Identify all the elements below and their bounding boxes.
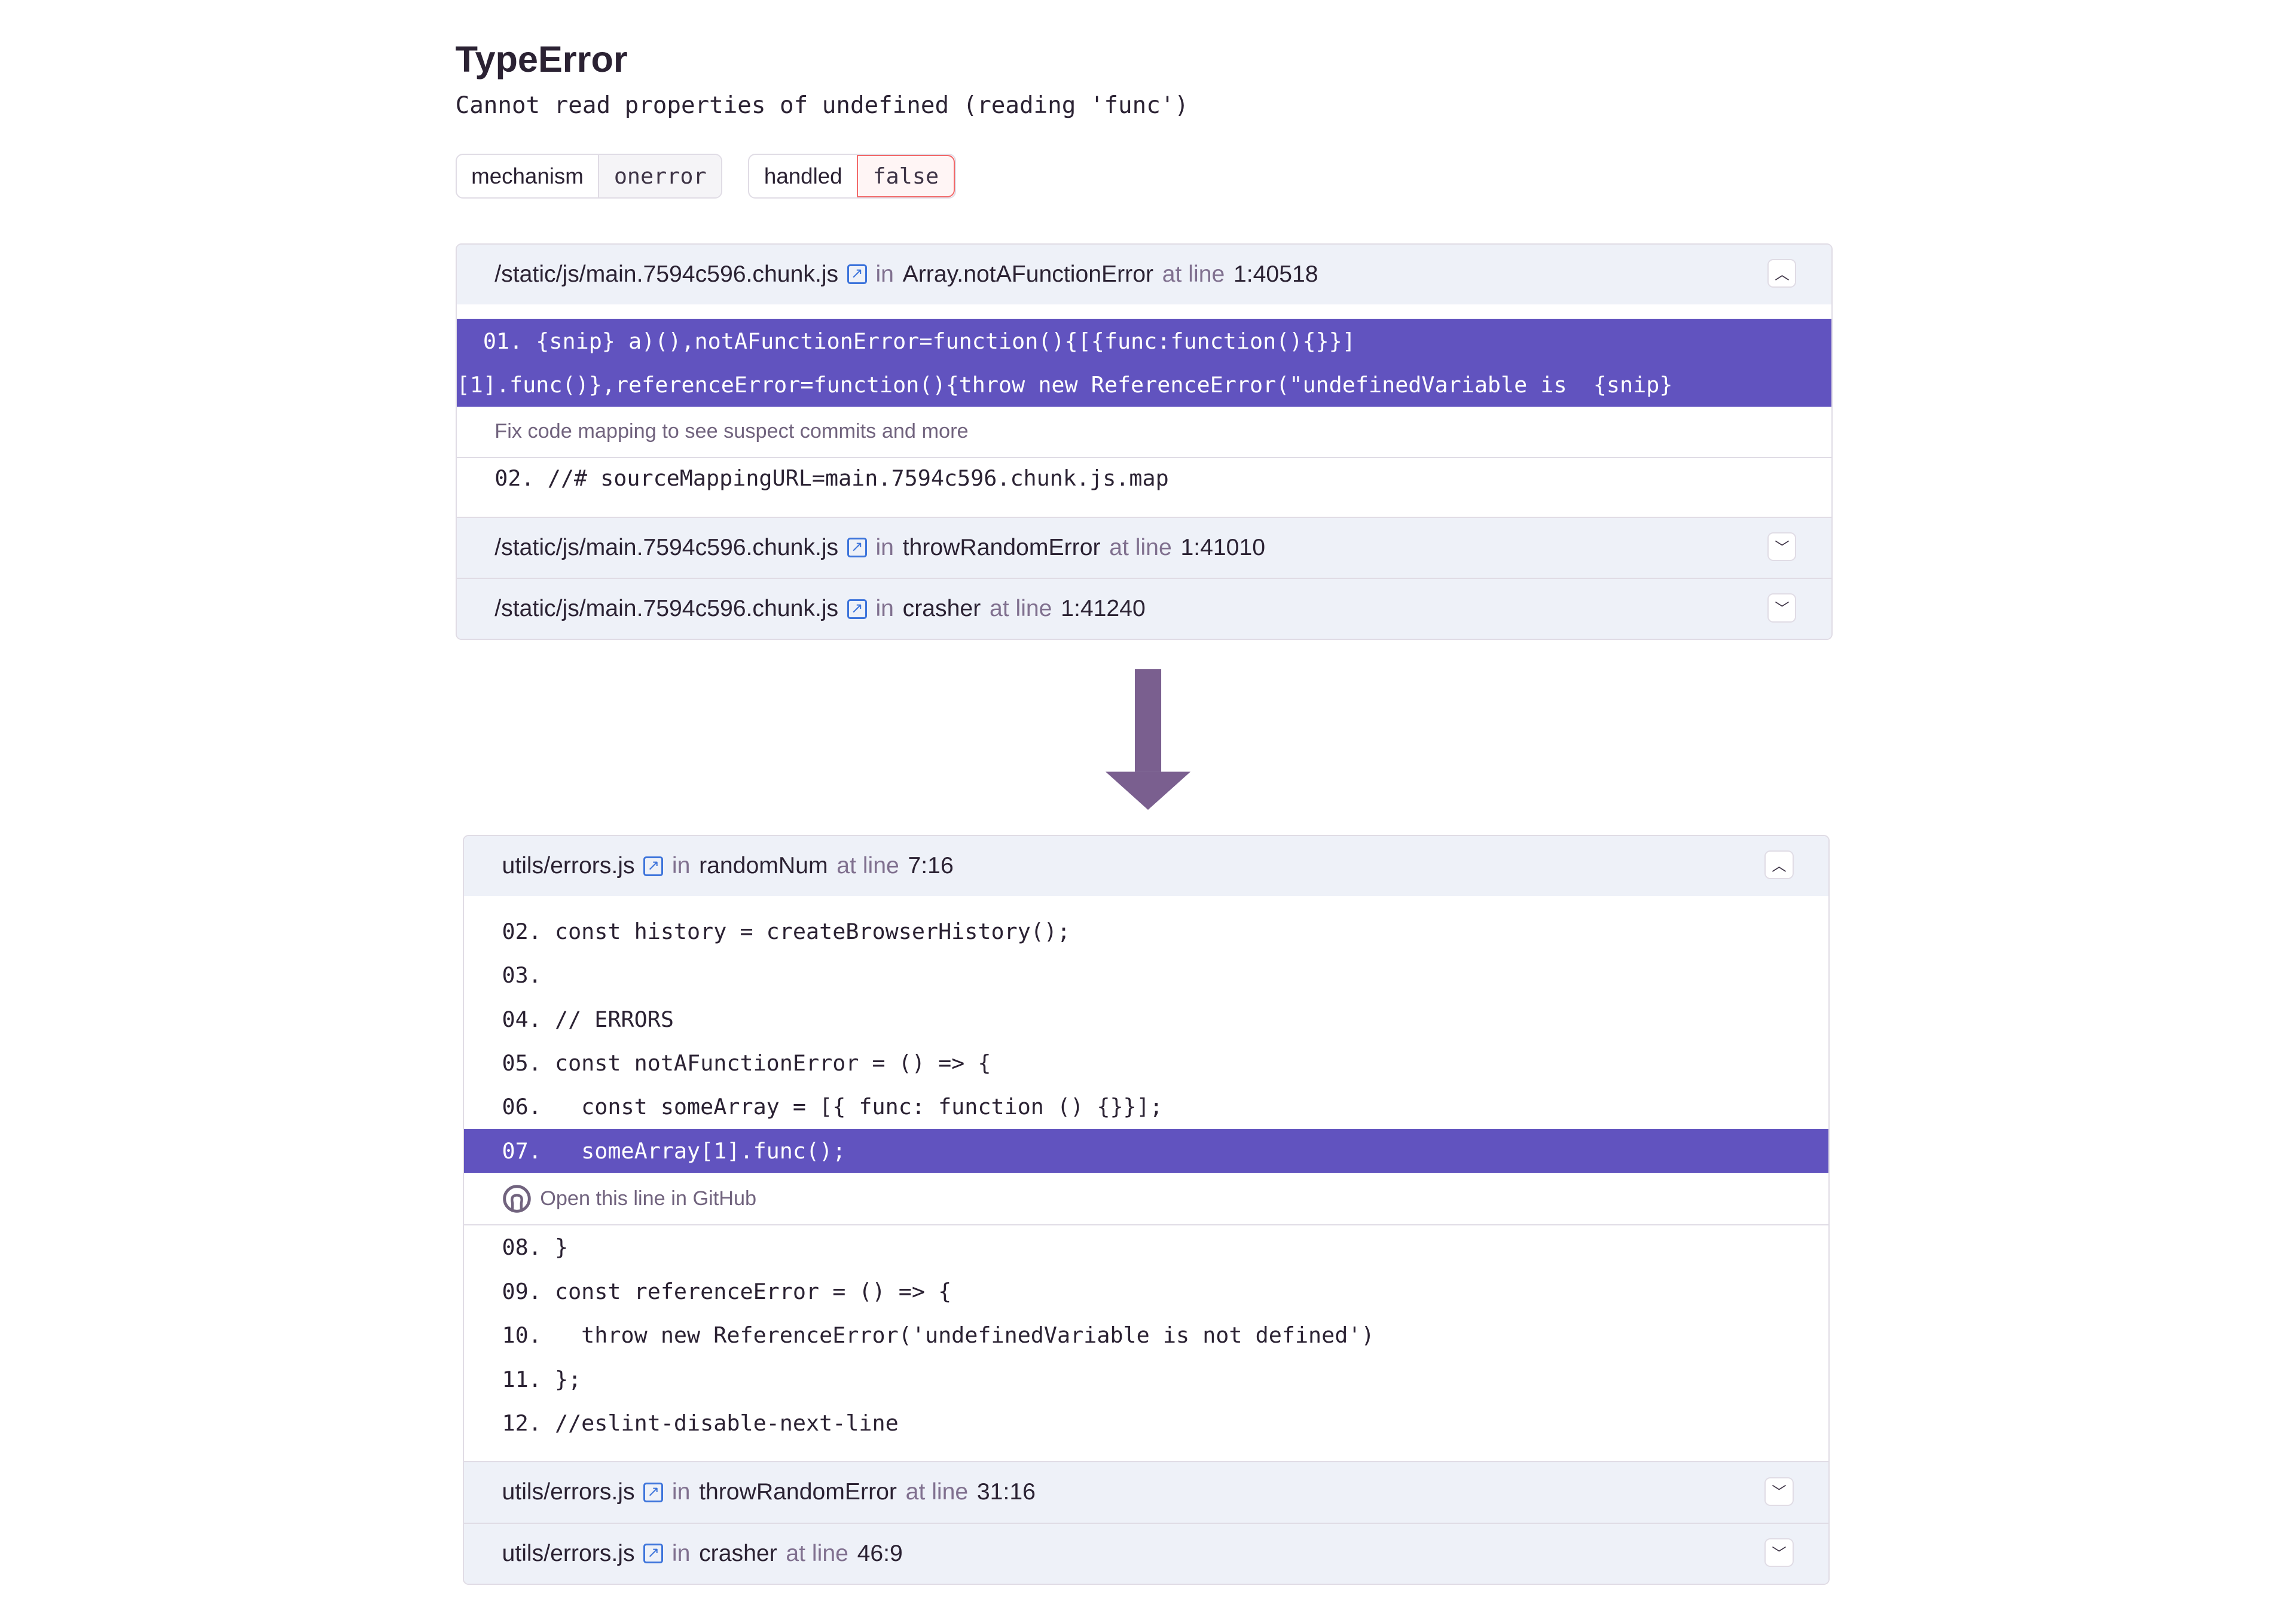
tag-key: mechanism (471, 163, 584, 188)
frame-file: /static/js/main.7594c596.chunk.js (494, 534, 839, 560)
chevron-down-icon[interactable]: ﹀ (1767, 532, 1797, 562)
error-title: TypeError (455, 38, 628, 80)
chevron-down-icon[interactable]: ﹀ (1764, 1477, 1794, 1506)
frame-in: in (671, 1479, 691, 1505)
tag-value: false (857, 155, 955, 198)
code-line: 04. // ERRORS (502, 1006, 674, 1032)
chevron-up-icon[interactable]: ︿ (1764, 850, 1794, 880)
frame-row[interactable]: /static/js/main.7594c596.chunk.js ↗ in Arr… (456, 244, 1832, 304)
frame-function: crasher (902, 596, 981, 622)
error-message: Cannot read properties of undefined (rea… (455, 92, 1189, 120)
external-link-icon[interactable]: ↗ (847, 264, 867, 285)
external-link-icon[interactable]: ↗ (643, 856, 664, 876)
stacktrace-sourcemapped: utils/errors.js ↗ in randomNum at line 7:16… (462, 834, 1830, 1585)
tag-mechanism[interactable]: mechanism onerror (455, 154, 723, 199)
code-line: 12. //eslint-disable-next-line (502, 1410, 899, 1436)
github-icon (502, 1184, 531, 1213)
arrow-down-icon (1105, 669, 1191, 810)
frame-line: 1:41010 (1180, 534, 1266, 560)
frame-at: at line (786, 1540, 848, 1566)
code-line: 09. const referenceError = () => { (502, 1278, 952, 1304)
frame-function: randomNum (699, 853, 828, 879)
frame-line: 46:9 (857, 1540, 903, 1566)
frame-file: utils/errors.js (502, 1479, 635, 1505)
code-mapping-note[interactable]: Fix code mapping to see suspect commits … (456, 407, 1832, 458)
frame-line: 31:16 (976, 1479, 1036, 1505)
code-line: 08. } (502, 1234, 569, 1261)
frame-function: crasher (699, 1540, 777, 1566)
frame-row[interactable]: utils/errors.js ↗ in throwRandomError at l… (463, 1461, 1829, 1523)
external-link-icon[interactable]: ↗ (847, 599, 867, 619)
frame-in: in (875, 261, 894, 287)
frame-in: in (671, 1540, 691, 1566)
code-line: 06. const someArray = [{ func: function … (502, 1094, 1163, 1120)
frame-row[interactable]: /static/js/main.7594c596.chunk.js ↗ in cra… (456, 577, 1832, 639)
code-line: 02. //# sourceMappingURL=main.7594c596.c… (494, 465, 1169, 491)
tag-handled[interactable]: handled false (748, 154, 956, 199)
code-line: 05. const notAFunctionError = () => { (502, 1050, 991, 1076)
external-link-icon[interactable]: ↗ (643, 1482, 664, 1502)
chevron-up-icon[interactable]: ︿ (1767, 259, 1797, 288)
code-line-highlighted: 07. someArray[1].func(); (463, 1129, 1829, 1173)
frame-row[interactable]: utils/errors.js ↗ in crasher at line 46:9 ﹀ (463, 1522, 1829, 1584)
github-link-label: Open this line in GitHub (540, 1187, 757, 1210)
external-link-icon[interactable]: ↗ (643, 1544, 664, 1564)
tag-key: handled (764, 163, 842, 188)
frame-file: utils/errors.js (502, 853, 635, 879)
frame-line: 7:16 (908, 853, 954, 879)
frame-file: utils/errors.js (502, 1540, 635, 1566)
frame-file: /static/js/main.7594c596.chunk.js (494, 596, 839, 622)
frame-function: throwRandomError (699, 1479, 897, 1505)
frame-file: /static/js/main.7594c596.chunk.js (494, 261, 839, 287)
chevron-down-icon[interactable]: ﹀ (1764, 1538, 1794, 1568)
code-line: 02. const history = createBrowserHistory… (502, 918, 1071, 944)
code-line-highlighted: 01. {snip} a)(),notAFunctionError=functi… (456, 319, 1832, 363)
frame-line: 1:41240 (1061, 596, 1146, 622)
external-link-icon[interactable]: ↗ (847, 538, 867, 558)
frame-function: Array.notAFunctionError (902, 261, 1154, 287)
frame-row[interactable]: utils/errors.js ↗ in randomNum at line 7:16… (463, 835, 1829, 896)
frame-at: at line (989, 596, 1052, 622)
frame-line: 1:40518 (1233, 261, 1318, 287)
frame-at: at line (905, 1479, 969, 1505)
frame-at: at line (836, 853, 899, 879)
frame-in: in (875, 534, 894, 560)
chevron-down-icon[interactable]: ﹀ (1767, 593, 1797, 623)
frame-at: at line (1162, 261, 1225, 287)
frame-row[interactable]: /static/js/main.7594c596.chunk.js ↗ in thr… (456, 516, 1832, 578)
stacktrace-minified: /static/js/main.7594c596.chunk.js ↗ in Arr… (455, 243, 1833, 641)
code-line: 11. }; (502, 1366, 582, 1392)
frame-at: at line (1109, 534, 1172, 560)
code-line-highlighted: [1].func()},referenceError=function(){th… (456, 362, 1832, 407)
frame-function: throwRandomError (902, 534, 1101, 560)
code-line: 03. (502, 962, 542, 989)
frame-in: in (875, 596, 894, 622)
frame-in: in (671, 853, 691, 879)
code-line: 10. throw new ReferenceError('undefinedV… (502, 1322, 1375, 1349)
tag-value: onerror (598, 155, 722, 198)
github-link[interactable]: Open this line in GitHub (463, 1173, 1829, 1225)
